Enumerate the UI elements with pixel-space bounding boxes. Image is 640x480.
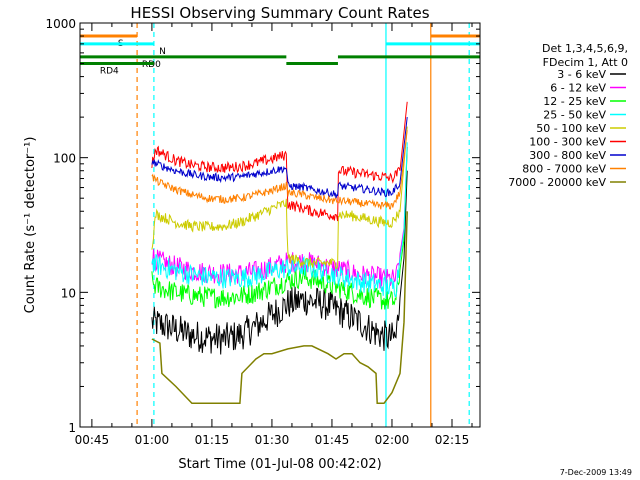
x-axis-label: Start Time (01-Jul-08 00:42:02) xyxy=(178,457,381,472)
x-tick-label-2: 01:15 xyxy=(195,433,230,447)
legend-entry-2: 12 - 25 keV xyxy=(543,95,606,108)
y-tick-label-0: 1 xyxy=(68,421,76,435)
series-line-3 xyxy=(151,142,408,298)
chart-title: HESSI Observing Summary Count Rates xyxy=(130,4,429,22)
series-line-4 xyxy=(151,126,408,270)
legend-entry-8: 7000 - 20000 keV xyxy=(508,176,606,189)
series-line-6 xyxy=(151,117,408,199)
x-tick-label-5: 02:00 xyxy=(375,433,410,447)
series-line-2 xyxy=(151,146,408,310)
y-tick-label-2: 100 xyxy=(53,152,76,166)
legend-header-0: Det 1,3,4,5,6,9, xyxy=(542,42,628,55)
legend-entry-1: 6 - 12 keV xyxy=(550,82,606,95)
y-tick-label-3: 1000 xyxy=(45,17,76,31)
footer-timestamp: 7-Dec-2009 13:49 xyxy=(560,468,632,477)
x-axis: 00:45 01:00 01:15 01:30 01:45 02:00 02:15 xyxy=(75,23,473,447)
x-tick-label-6: 02:15 xyxy=(435,433,470,447)
y-axis: 1 10 100 1000 xyxy=(45,17,480,435)
status-bar-label-4: RD4 xyxy=(100,67,119,77)
series-line-5 xyxy=(151,101,408,222)
x-tick-label-1: 01:00 xyxy=(135,433,170,447)
plot-content: SNRD0RD4 xyxy=(80,23,480,427)
series-line-0 xyxy=(151,170,408,355)
series-line-7 xyxy=(151,130,408,210)
legend-entry-3: 25 - 50 keV xyxy=(543,109,606,122)
plot-frame xyxy=(79,22,481,428)
legend-entry-5: 100 - 300 keV xyxy=(529,136,606,149)
legend-entry-0: 3 - 6 keV xyxy=(557,68,606,81)
legend: Det 1,3,4,5,6,9,FDecim 1, Att 03 - 6 keV… xyxy=(508,42,628,189)
x-tick-label-0: 00:45 xyxy=(75,433,110,447)
legend-entry-4: 50 - 100 keV xyxy=(536,122,606,135)
series-line-8 xyxy=(151,211,408,405)
y-axis-label: Count Rate (s⁻¹ detector⁻¹) xyxy=(23,137,38,314)
x-tick-label-4: 01:45 xyxy=(315,433,350,447)
legend-header-1: FDecim 1, Att 0 xyxy=(543,56,628,69)
legend-entry-6: 300 - 800 keV xyxy=(529,149,606,162)
legend-entry-7: 800 - 7000 keV xyxy=(522,163,606,176)
x-tick-label-3: 01:30 xyxy=(255,433,290,447)
status-bar-label-1: N xyxy=(159,47,166,57)
y-tick-label-1: 10 xyxy=(61,286,76,300)
